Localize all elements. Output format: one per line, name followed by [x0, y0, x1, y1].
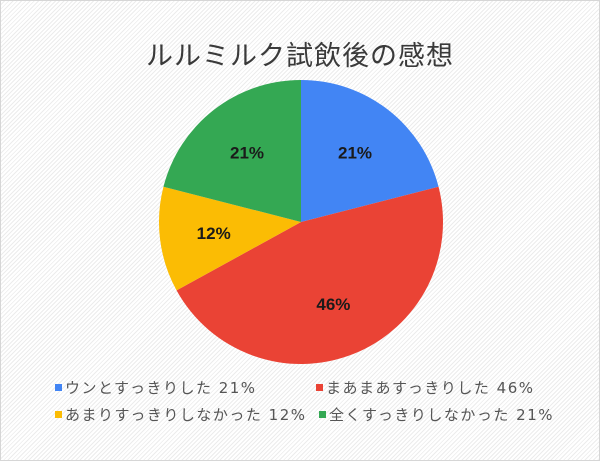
- pie-slices: [158, 80, 444, 365]
- legend-swatch-yellow: [55, 411, 62, 418]
- legend-item-not-very-refreshed[interactable]: あまりすっきりしなかった 12%: [55, 404, 307, 425]
- legend-swatch-red: [316, 384, 323, 391]
- legend-label: まあまあすっきりした 46%: [326, 379, 535, 397]
- slice-very-refreshed[interactable]: [301, 80, 439, 222]
- chart-title: ルルミルク試飲後の感想: [146, 41, 454, 72]
- legend-item-not-refreshed-at-all[interactable]: 全くすっきりしなかった 21%: [319, 404, 554, 425]
- slice-percent-label: 21%: [230, 143, 264, 162]
- legend-item-somewhat-refreshed[interactable]: まあまあすっきりした 46%: [316, 377, 535, 398]
- slice-percent-label: 46%: [316, 295, 350, 314]
- legend-label: 全くすっきりしなかった 21%: [329, 406, 555, 424]
- legend-swatch-green: [319, 411, 326, 418]
- legend-label: ウンとすっきりした 21%: [65, 379, 257, 397]
- slice-not-refreshed-at-all[interactable]: [163, 80, 301, 222]
- slice-somewhat-refreshed[interactable]: [176, 186, 444, 365]
- pie-labels: 21% 46% 12% 21%: [197, 143, 372, 314]
- legend-swatch-blue: [55, 384, 62, 391]
- slice-percent-label: 21%: [338, 143, 372, 162]
- slice-percent-label: 12%: [197, 224, 231, 243]
- legend-item-very-refreshed[interactable]: ウンとすっきりした 21%: [55, 377, 257, 398]
- legend-label: あまりすっきりしなかった 12%: [65, 406, 307, 424]
- slice-not-very-refreshed[interactable]: [158, 186, 301, 291]
